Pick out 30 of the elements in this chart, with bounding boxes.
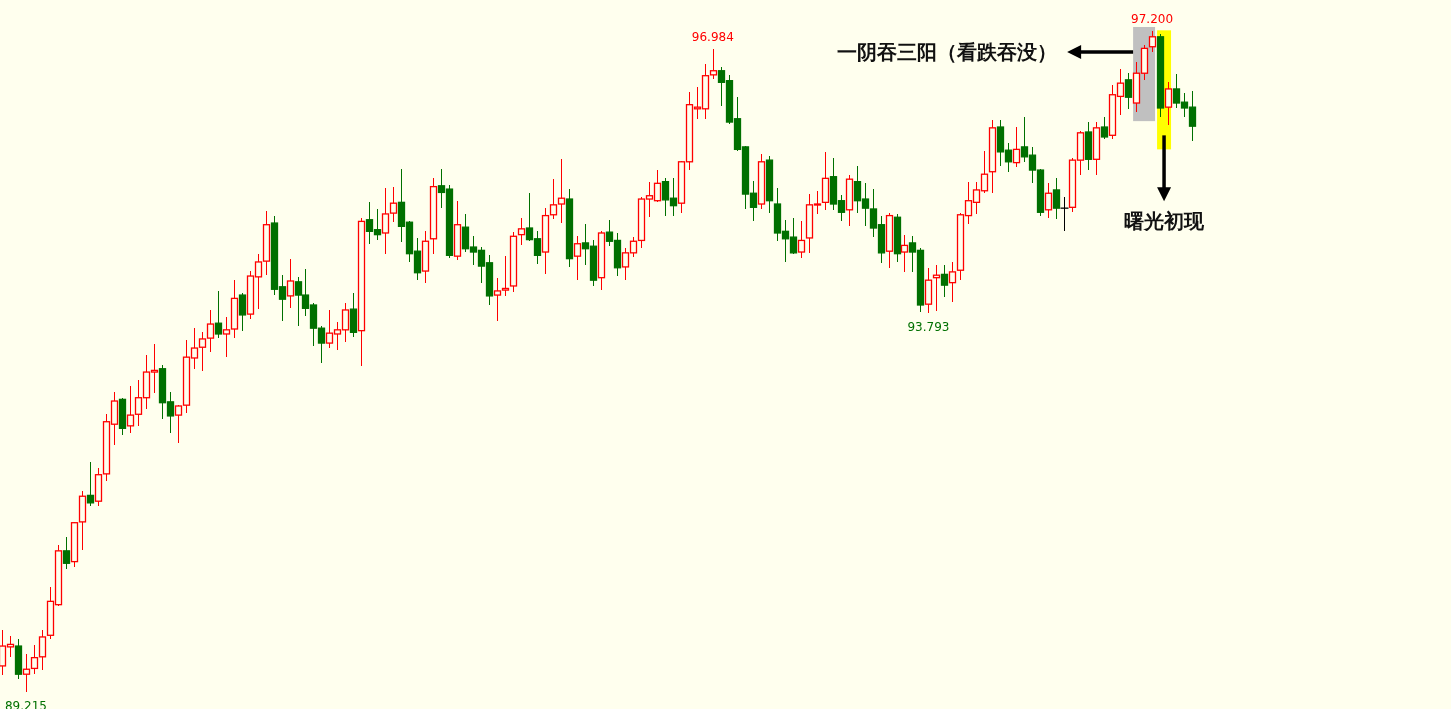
candlestick — [86, 461, 95, 507]
annotation: 97.200 — [1131, 12, 1174, 26]
candlestick — [1124, 72, 1133, 110]
candlestick — [900, 233, 909, 273]
candlestick — [22, 653, 31, 693]
candlestick — [573, 235, 582, 281]
candlestick — [38, 629, 47, 671]
annotation: 89.215 — [4, 698, 47, 709]
candlestick — [62, 535, 71, 570]
candlestick — [517, 217, 526, 247]
candlestick — [1059, 196, 1070, 233]
annotation: 93.793 — [907, 319, 950, 334]
candlestick — [1044, 182, 1053, 219]
candlestick — [349, 292, 358, 339]
candlestick — [924, 266, 933, 314]
candlestick — [1148, 30, 1157, 53]
candlestick — [940, 264, 949, 298]
candlestick — [1100, 116, 1109, 140]
candlestick — [948, 261, 957, 303]
candlestick — [1012, 126, 1021, 168]
annotation: 曙光初现 — [1124, 209, 1206, 234]
candlestick — [1052, 177, 1061, 220]
candlestick — [30, 644, 39, 675]
candlestick — [797, 220, 806, 259]
candlestick — [214, 290, 223, 339]
candlestick — [286, 257, 295, 310]
annotation: 一阴吞三阳（看跌吞没） — [837, 40, 1058, 64]
candlestick — [1164, 81, 1173, 127]
candlestick — [238, 292, 247, 332]
annotation: 96.984 — [691, 29, 734, 44]
